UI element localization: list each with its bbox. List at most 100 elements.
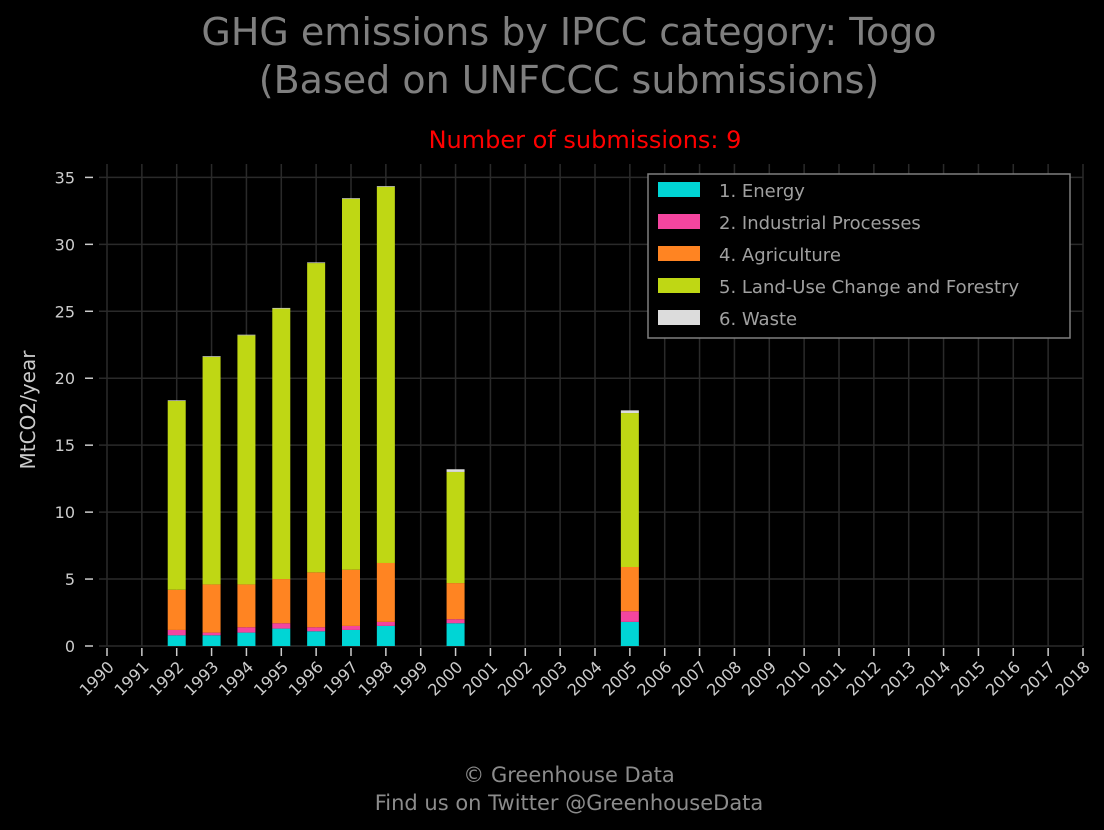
legend-entry: 2. Industrial Processes: [719, 213, 921, 234]
bar-segment: [342, 625, 360, 630]
legend-entry: 1. Energy: [719, 181, 805, 202]
bar-segment: [167, 400, 186, 590]
x-tick-label: 2012: [842, 657, 884, 699]
bar-segment: [237, 627, 256, 633]
bar-segment: [307, 631, 326, 646]
x-tick-label: 1992: [145, 657, 187, 699]
x-tick-label: 2014: [912, 657, 954, 699]
legend-entry: 4. Agriculture: [719, 245, 841, 266]
legend-swatch: [658, 310, 700, 325]
bar-segment: [376, 621, 395, 626]
x-tick-label: 2002: [494, 657, 536, 699]
x-tick-label: 1995: [250, 657, 292, 699]
y-tick-label: 25: [55, 302, 75, 321]
bar-segment: [307, 262, 326, 264]
x-tick-label: 2007: [668, 657, 710, 699]
legend-swatch: [658, 214, 700, 229]
bar-segment: [342, 569, 360, 626]
y-tick-label: 15: [55, 436, 75, 455]
x-tick-label: 1999: [389, 657, 431, 699]
x-tick-label: 1993: [180, 657, 222, 699]
x-tick-label: 2005: [598, 657, 640, 699]
bar-segment: [202, 584, 221, 633]
bar-segment: [272, 623, 291, 629]
legend-entry: 6. Waste: [719, 309, 797, 330]
legend-entry: 5. Land-Use Change and Forestry: [719, 277, 1019, 298]
x-tick-label: 2015: [947, 657, 989, 699]
x-tick-label: 1991: [110, 657, 152, 699]
bar-segment: [620, 413, 639, 568]
bar-segment: [446, 619, 465, 624]
bar-segment: [307, 572, 326, 628]
x-tick-label: 2018: [1052, 657, 1094, 699]
chart-title: GHG emissions by IPCC category: Togo: [201, 10, 936, 54]
footer-twitter: Find us on Twitter @GreenhouseData: [375, 791, 764, 815]
bar-segment: [446, 623, 465, 646]
bar-segment: [237, 335, 256, 585]
x-tick-label: 2004: [564, 657, 606, 699]
chart-title-line2: (Based on UNFCCC submissions): [259, 58, 879, 102]
bar-segment: [272, 308, 291, 580]
x-tick-label: 2013: [877, 657, 919, 699]
x-tick-label: 2006: [633, 657, 675, 699]
bar-segment: [272, 307, 291, 309]
bar-segment: [272, 628, 291, 646]
y-tick-label: 10: [55, 503, 75, 522]
x-tick-label: 2008: [703, 657, 745, 699]
bar-segment: [307, 627, 326, 632]
x-tick-label: 1996: [285, 657, 327, 699]
bar-segment: [342, 629, 360, 646]
y-tick-label: 35: [55, 168, 75, 187]
bar-segment: [342, 198, 360, 570]
bar-segment: [376, 186, 395, 563]
y-tick-label: 5: [65, 570, 75, 589]
bar-segment: [376, 562, 395, 622]
x-tick-label: 2000: [424, 657, 466, 699]
bar-segment: [272, 579, 291, 624]
bar-segment: [446, 469, 465, 472]
bar-segment: [202, 635, 221, 646]
bar-segment: [307, 263, 326, 573]
x-tick-label: 2003: [529, 657, 571, 699]
bar-segment: [202, 356, 221, 357]
bar-segment: [376, 625, 395, 646]
bar-segment: [167, 400, 186, 401]
bar-segment: [237, 334, 256, 336]
x-tick-label: 1990: [76, 657, 118, 699]
bar-segment: [620, 567, 639, 612]
bar-segment: [202, 356, 221, 585]
legend-box: [647, 173, 1071, 339]
legend: 1. Energy 2. Industrial Processes 4. Agric…: [647, 173, 1071, 339]
chart-subtitle: Number of submissions: 9: [429, 126, 742, 154]
y-tick-label: 20: [55, 369, 75, 388]
bar-segment: [202, 632, 221, 636]
bar-segment: [620, 611, 639, 622]
bar-segment: [167, 635, 186, 646]
bar-segment: [167, 589, 186, 630]
x-tick-label: 2010: [773, 657, 815, 699]
bar-segment: [620, 410, 639, 414]
x-tick-label: 1994: [215, 657, 257, 699]
x-tick-label: 1997: [320, 657, 362, 699]
bar-segment: [446, 471, 465, 584]
bar-segment: [620, 621, 639, 646]
x-tick-label: 2017: [1017, 657, 1059, 699]
x-tick-label: 2009: [738, 657, 780, 699]
y-tick-label: 30: [55, 235, 75, 254]
bar-segment: [342, 198, 360, 199]
x-tick-label: 2001: [459, 657, 501, 699]
bar-segment: [376, 186, 395, 187]
x-tick-label: 2016: [982, 657, 1024, 699]
bar-segment: [237, 584, 256, 628]
legend-swatch: [658, 278, 700, 293]
bars: [167, 186, 639, 646]
y-tick-label: 0: [65, 637, 75, 656]
y-axis-label: MtCO2/year: [16, 350, 40, 470]
grid: [99, 164, 1084, 647]
bar-segment: [446, 583, 465, 620]
x-tick-label: 2011: [808, 657, 850, 699]
bar-segment: [167, 629, 186, 636]
bar-segment: [237, 632, 256, 646]
